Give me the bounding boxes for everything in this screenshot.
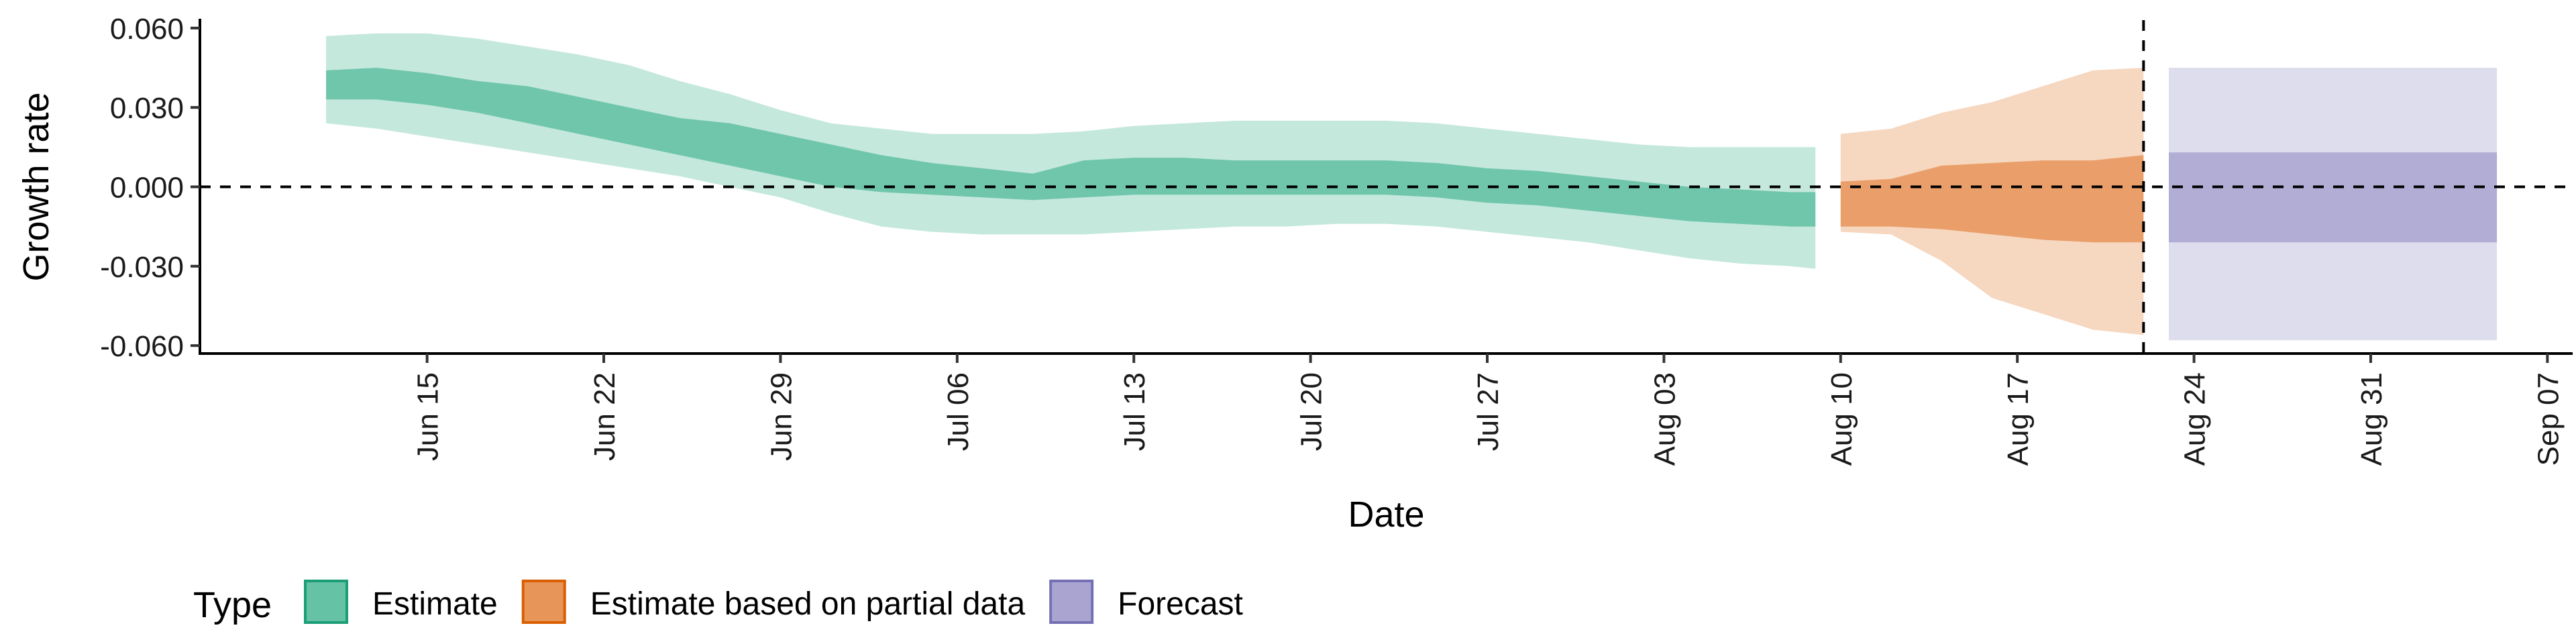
inner-interval-band-1 [1840,155,2144,243]
y-tick-label: 0.060 [110,13,184,46]
axes: 0.060 0.030 0.000 -0.030 -0.060 Jun 15 Jun 22 J… [100,13,2573,466]
x-tick-label: Jun 22 [588,372,621,461]
x-axis-title: Date [1348,494,1424,535]
x-tick-label: Jun 15 [412,372,445,461]
y-tick-label: 0.000 [110,172,184,205]
legend-swatch-2 [1049,580,1094,624]
legend-label-2: Forecast [1118,586,1243,622]
x-tick-label: Aug 10 [1825,372,1858,466]
ribbon-layer [326,33,2498,341]
x-tick-label: Aug 24 [2179,372,2212,466]
x-tick-label: Aug 17 [2002,372,2035,466]
legend: Type Estimate Estimate based on partial d… [193,580,1243,625]
x-tick-label: Jul 06 [942,372,975,451]
y-tick-label: -0.030 [100,251,184,284]
y-axis-title: Growth rate [16,92,56,281]
outer-interval-band-0 [326,33,1816,269]
x-tick-label: Jul 27 [1472,372,1505,451]
x-tick-label: Jul 20 [1295,372,1328,451]
legend-title: Type [193,585,272,625]
legend-swatch-0 [304,580,348,624]
x-tick-label: Jul 13 [1118,372,1151,451]
x-tick-label: Aug 03 [1648,372,1681,466]
x-tick-label: Jun 29 [765,372,798,461]
inner-interval-band-0 [326,68,1816,227]
x-tick-label: Sep 07 [2532,372,2565,466]
reference-lines [200,20,2573,354]
inner-interval-band-2 [2169,152,2498,243]
x-tick-label: Aug 31 [2355,372,2388,466]
y-tick-label: 0.030 [110,92,184,125]
legend-label-0: Estimate [372,586,498,622]
y-tick-label: -0.060 [100,330,184,363]
legend-swatch-1 [521,580,566,624]
legend-label-1: Estimate based on partial data [590,586,1026,622]
